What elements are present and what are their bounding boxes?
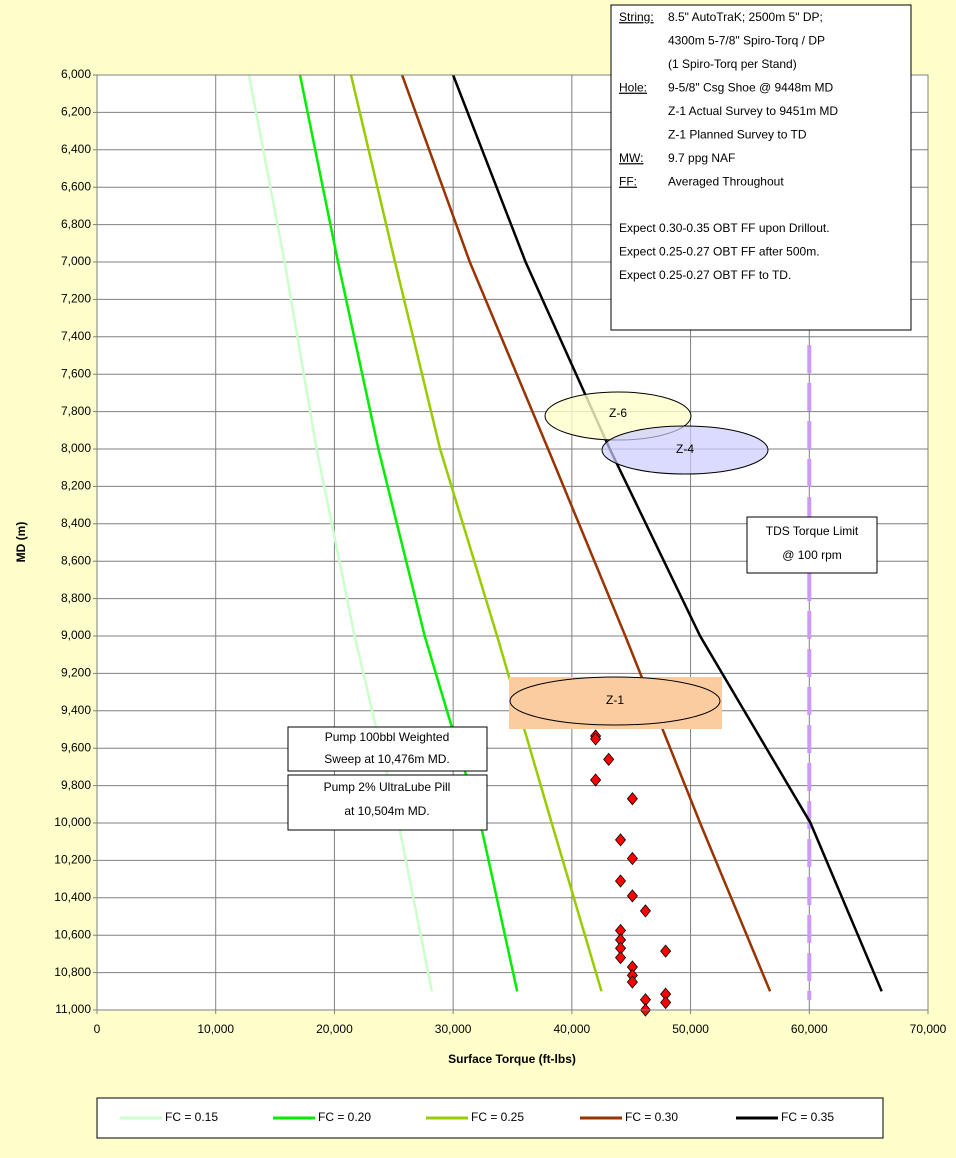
note-expectation: Expect 0.25-0.27 OBT FF to TD. [619, 268, 791, 282]
y-tick-label: 6,600 [61, 179, 91, 193]
y-tick-label: 6,200 [61, 105, 91, 119]
y-tick-label: 10,000 [54, 815, 91, 829]
data-point [615, 874, 627, 888]
legend-label: FC = 0.30 [625, 1110, 678, 1124]
y-tick-label: 10,200 [54, 853, 91, 867]
zone-label: Z-1 [606, 693, 624, 707]
note-label: MW: [619, 151, 643, 165]
legend-label: FC = 0.35 [781, 1110, 834, 1124]
note-label: FF: [619, 175, 637, 189]
data-point [639, 904, 651, 918]
y-tick-label: 7,600 [61, 366, 91, 380]
x-axis-title: Surface Torque (ft-lbs) [448, 1052, 576, 1066]
y-tick-label: 8,400 [61, 516, 91, 530]
y-tick-label: 9,600 [61, 740, 91, 754]
note-line: (1 Spiro-Torq per Stand) [668, 57, 797, 71]
data-point [660, 995, 672, 1010]
note-line: 9.7 ppg NAF [668, 151, 735, 165]
pump-note: Pump 2% UltraLube Pill [324, 780, 451, 794]
data-point [590, 732, 602, 746]
note-expectation: Expect 0.30-0.35 OBT FF upon Drillout. [619, 221, 830, 235]
y-tick-label: 10,400 [54, 890, 91, 904]
limit-note-box [746, 516, 878, 574]
series-line [451, 74, 883, 992]
x-tick-label: 60,000 [791, 1022, 828, 1036]
y-axis-title: MD (m) [14, 522, 28, 563]
data-point [590, 773, 602, 787]
note-line: 9-5/8" Csg Shoe @ 9448m MD [668, 81, 834, 95]
y-tick-label: 8,000 [61, 441, 91, 455]
series-line [298, 74, 519, 992]
lines [247, 74, 883, 1000]
legend-label: FC = 0.15 [165, 1110, 218, 1124]
y-tick-label: 7,800 [61, 404, 91, 418]
note-label: String: [619, 10, 654, 24]
x-tick-label: 70,000 [910, 1022, 947, 1036]
pump-note: Pump 100bbl Weighted [325, 730, 450, 744]
y-tick-label: 7,000 [61, 254, 91, 268]
x-tick-label: 20,000 [316, 1022, 353, 1036]
y-tick-label: 11,000 [55, 1002, 91, 1016]
x-tick-label: 30,000 [435, 1022, 472, 1036]
zone-label: Z-6 [609, 406, 627, 420]
note-line: Averaged Throughout [668, 175, 784, 189]
notes-box [610, 4, 912, 331]
legend-label: FC = 0.25 [471, 1110, 524, 1124]
limit-note: TDS Torque Limit [766, 524, 859, 538]
zone-label: Z-4 [676, 442, 694, 456]
data-point [660, 944, 672, 958]
data-point [603, 752, 615, 767]
series-line [247, 74, 434, 992]
note-expectation: Expect 0.25-0.27 OBT FF after 500m. [619, 245, 820, 259]
legend-label: FC = 0.20 [318, 1110, 371, 1124]
x-tick-label: 40,000 [554, 1022, 591, 1036]
note-line: Z-1 Planned Survey to TD [668, 128, 807, 142]
data-point [615, 951, 627, 965]
note-line: Z-1 Actual Survey to 9451m MD [668, 104, 838, 118]
series-line [400, 74, 772, 992]
data-point [626, 975, 638, 989]
y-tick-label: 8,600 [61, 553, 91, 567]
x-tick-label: 10,000 [197, 1022, 234, 1036]
y-tick-label: 10,800 [54, 965, 91, 979]
pump-note: Sweep at 10,476m MD. [324, 752, 449, 766]
y-tick-label: 9,800 [61, 778, 91, 792]
zone-ellipse [601, 425, 769, 475]
zone-ellipse [509, 676, 721, 726]
pump-note: at 10,504m MD. [344, 804, 429, 818]
x-tick-label: 50,000 [672, 1022, 709, 1036]
marks [590, 729, 672, 1017]
y-tick-label: 8,800 [61, 591, 91, 605]
data-point [626, 889, 638, 903]
y-tick-label: 10,600 [54, 927, 91, 941]
legend-entries: FC = 0.15 FC = 0.20 FC = 0.25 FC = 0.30 FC =… [120, 1110, 834, 1124]
plot-border [96, 74, 929, 1011]
note-line: 8.5" AutoTraK; 2500m 5" DP; [668, 10, 823, 24]
pump-note-box [287, 726, 488, 772]
x-tick-label: 0 [94, 1022, 101, 1036]
y-tick-label: 7,400 [61, 329, 91, 343]
y-tick-label: 6,400 [61, 142, 91, 156]
data-point [626, 792, 638, 806]
y-tick-label: 6,800 [61, 217, 91, 231]
data-point [615, 833, 627, 847]
notes: String: 8.5" AutoTraK; 2500m 5" DP; 4300m … [619, 10, 838, 282]
y-tick-label: 6,000 [61, 67, 91, 81]
limit-note: @ 100 rpm [782, 548, 842, 562]
y-tick-label: 9,000 [61, 628, 91, 642]
pump-note-box [287, 774, 488, 831]
note-label: Hole: [619, 81, 647, 95]
series-line [349, 74, 603, 992]
y-tick-label: 9,400 [61, 703, 91, 717]
data-point [626, 851, 638, 866]
y-tick-label: 9,200 [61, 666, 91, 680]
note-line: 4300m 5-7/8" Spiro-Torq / DP [668, 34, 825, 48]
y-tick-label: 8,200 [61, 479, 91, 493]
y-tick-label: 7,200 [61, 292, 91, 306]
